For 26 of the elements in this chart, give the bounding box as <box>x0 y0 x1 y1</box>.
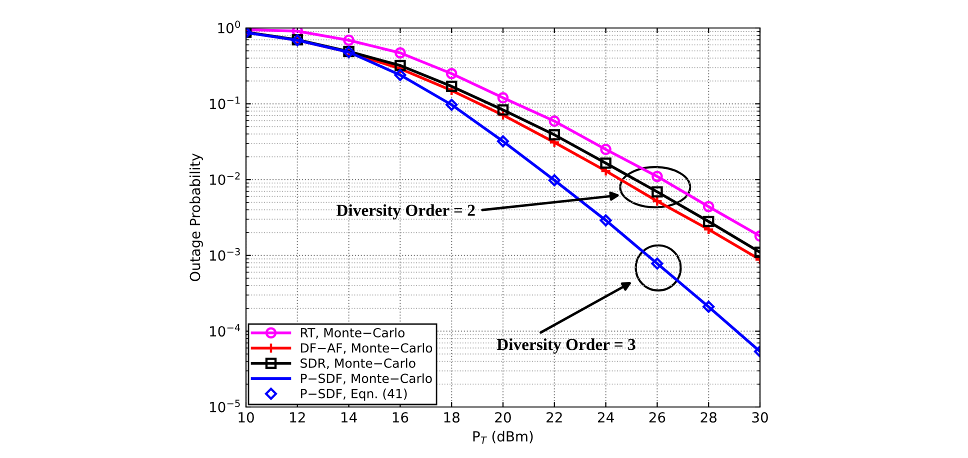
legend-label: SDR, Monte−Carlo <box>300 358 416 370</box>
x-tick-label: 20 <box>495 412 511 423</box>
y-tick-label: 10$^{−1}$ <box>210 96 240 110</box>
x-tick-label: 12 <box>290 412 305 422</box>
y-tick-label: 10$^{−2}$ <box>210 172 240 185</box>
x-tick-label: 24 <box>598 412 614 422</box>
x-tick-label: 16 <box>392 412 408 423</box>
legend-label: P−SDF, Monte−Carlo <box>300 373 432 384</box>
y-tick-label: 10$^{−5}$ <box>210 400 240 412</box>
y-axis-title: Outage Probability <box>190 153 203 282</box>
legend-label: RT, Monte−Carlo <box>300 328 404 339</box>
x-tick-label: 28 <box>700 412 716 423</box>
y-tick-label: 10$^{0}$ <box>218 20 240 34</box>
y-tick-label: 10$^{−4}$ <box>210 324 240 337</box>
y-tick-label: 10$^{−3}$ <box>210 248 240 261</box>
x-axis-title: P$_{T}$ (dBm) <box>473 430 533 444</box>
annotation: Diversity Order = 3 <box>496 338 636 354</box>
x-tick-label: 22 <box>546 412 562 422</box>
legend-label: P−SDF, Eqn. (41) <box>300 388 407 401</box>
x-tick-label: 10 <box>238 412 254 423</box>
x-tick-label: 26 <box>649 412 666 423</box>
x-tick-label: 30 <box>752 412 768 423</box>
annotation: Diversity Order = 2 <box>336 204 475 220</box>
legend-label: DF−AF, Monte−Carlo <box>300 342 432 354</box>
x-tick-label: 14 <box>341 412 357 422</box>
x-tick-label: 18 <box>444 412 460 423</box>
